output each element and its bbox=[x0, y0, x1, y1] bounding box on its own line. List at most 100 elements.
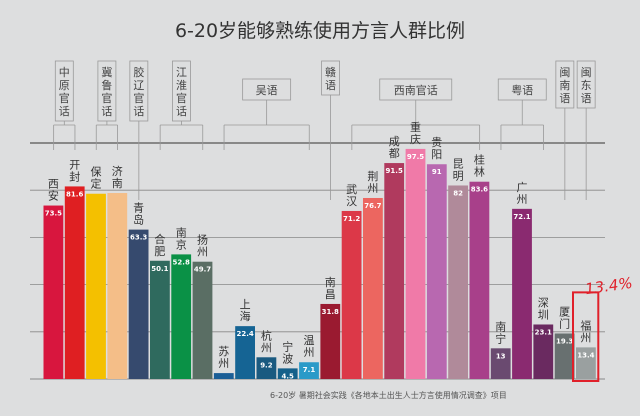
group-label-char: 语 bbox=[581, 92, 592, 105]
bar-上海 bbox=[235, 326, 255, 379]
group-label-char: 官 bbox=[176, 91, 187, 105]
group-label-char: 话 bbox=[59, 105, 70, 118]
bar-贵阳 bbox=[426, 164, 447, 379]
category-label-char: 州 bbox=[197, 246, 208, 259]
category-label-char: 肥 bbox=[154, 245, 165, 258]
data-label: 76.7 bbox=[364, 202, 381, 210]
group-label-char: 淮 bbox=[176, 79, 187, 92]
bar-杭州 bbox=[256, 357, 277, 379]
category-label-char: 保 bbox=[91, 165, 102, 179]
data-label: 4.5 bbox=[281, 372, 294, 380]
category-label-char: 阳 bbox=[431, 148, 442, 161]
group-label-char: 南 bbox=[559, 79, 570, 92]
highlight-box bbox=[572, 291, 600, 383]
bar-宁波 bbox=[277, 368, 298, 379]
category-label-char: 重 bbox=[410, 120, 421, 134]
category-label-char: 杭 bbox=[261, 328, 272, 342]
group-label-char: 胶 bbox=[133, 65, 144, 79]
bar-青岛 bbox=[128, 229, 149, 379]
category-label-char: 扬 bbox=[197, 233, 208, 247]
group-label: 粤语 bbox=[511, 83, 533, 97]
category-label-char: 南 bbox=[112, 177, 123, 190]
category-label-char: 定 bbox=[91, 177, 102, 191]
data-label: 31.8 bbox=[322, 308, 339, 316]
bar-扬州 bbox=[192, 261, 213, 379]
category-label-char: 福 bbox=[580, 318, 591, 332]
bar-深圳 bbox=[533, 324, 554, 379]
bar-西安 bbox=[43, 205, 64, 379]
group-label-char: 语 bbox=[325, 79, 336, 92]
category-label-char: 都 bbox=[389, 147, 400, 160]
data-label: 23.1 bbox=[535, 328, 552, 336]
category-label-char: 岛 bbox=[133, 213, 144, 227]
group-label-char: 中 bbox=[59, 66, 70, 79]
chart-title: 6-20岁能够熟练使用方言人群比例 bbox=[174, 20, 466, 42]
bar-温州 bbox=[299, 362, 319, 379]
category-label-char: 昆 bbox=[453, 157, 464, 170]
bar-苏州 bbox=[213, 373, 234, 379]
data-label: 49.7 bbox=[194, 266, 211, 274]
category-label-char: 厦 bbox=[559, 305, 570, 318]
group-label-char: 话 bbox=[101, 105, 112, 118]
data-label: 71.2 bbox=[343, 215, 360, 223]
category-label-char: 州 bbox=[261, 341, 272, 354]
category-label-char: 苏 bbox=[218, 345, 229, 358]
category-label-char: 门 bbox=[559, 316, 570, 330]
bar-桂林 bbox=[469, 181, 490, 379]
bar-南昌 bbox=[320, 303, 341, 379]
category-label-char: 贵 bbox=[431, 136, 442, 149]
group-label-char: 闽 bbox=[581, 66, 592, 79]
bar-福州 bbox=[576, 347, 596, 379]
data-label: 50.1 bbox=[151, 265, 168, 273]
category-label-char: 封 bbox=[69, 169, 80, 183]
data-label: 91 bbox=[432, 168, 442, 176]
group-label-char: 冀 bbox=[101, 65, 112, 79]
bar-南京 bbox=[171, 254, 192, 379]
data-label: 19.3 bbox=[556, 337, 573, 345]
bar-南宁 bbox=[490, 348, 511, 379]
bar-济南 bbox=[107, 193, 128, 379]
bar-保定 bbox=[86, 193, 106, 379]
group-label-char: 话 bbox=[176, 105, 187, 118]
bar-开封 bbox=[64, 186, 85, 379]
category-label-char: 州 bbox=[367, 182, 378, 195]
bar-厦门 bbox=[554, 333, 575, 379]
category-label-char: 桂 bbox=[474, 153, 485, 167]
data-label: 52.8 bbox=[173, 258, 190, 266]
group-label: 西南官话 bbox=[394, 83, 438, 97]
category-label-char: 州 bbox=[304, 346, 315, 359]
category-label-char: 庆 bbox=[410, 132, 421, 146]
data-label: 73.5 bbox=[45, 210, 62, 218]
category-label-char: 州 bbox=[580, 331, 591, 344]
group-label-char: 闽 bbox=[559, 66, 570, 79]
footer-note: 6-20岁 暑期社会实践《各地本土出生人士方言使用情况调查》项目 bbox=[270, 391, 507, 400]
category-label-char: 州 bbox=[517, 193, 528, 206]
group-label-char: 江 bbox=[176, 66, 187, 79]
group-label-char: 官 bbox=[133, 91, 144, 105]
category-label-char: 京 bbox=[176, 237, 187, 251]
group-label-char: 话 bbox=[133, 105, 144, 118]
data-label: 63.3 bbox=[130, 234, 147, 242]
category-label-char: 南 bbox=[176, 226, 187, 239]
category-label-char: 明 bbox=[453, 169, 464, 182]
data-label: 97.5 bbox=[407, 153, 424, 161]
group-label-char: 官 bbox=[59, 91, 70, 105]
category-label-char: 广 bbox=[517, 181, 528, 194]
category-label-char: 州 bbox=[218, 357, 229, 370]
category-label-char: 济 bbox=[112, 164, 123, 178]
group-label: 吴语 bbox=[256, 84, 278, 97]
bar-昆明 bbox=[448, 185, 468, 379]
category-label-char: 南 bbox=[495, 320, 506, 333]
category-label-char: 海 bbox=[240, 309, 251, 323]
category-label-char: 青 bbox=[133, 202, 144, 215]
data-label: 91.5 bbox=[386, 167, 403, 175]
category-label-char: 武 bbox=[346, 183, 357, 196]
bar-合肥 bbox=[150, 260, 170, 379]
group-label-char: 官 bbox=[101, 91, 112, 105]
category-label-char: 荆 bbox=[367, 170, 378, 183]
bar-武汉 bbox=[341, 210, 362, 379]
data-label: 13 bbox=[496, 352, 506, 360]
data-label: 7.1 bbox=[303, 366, 316, 374]
